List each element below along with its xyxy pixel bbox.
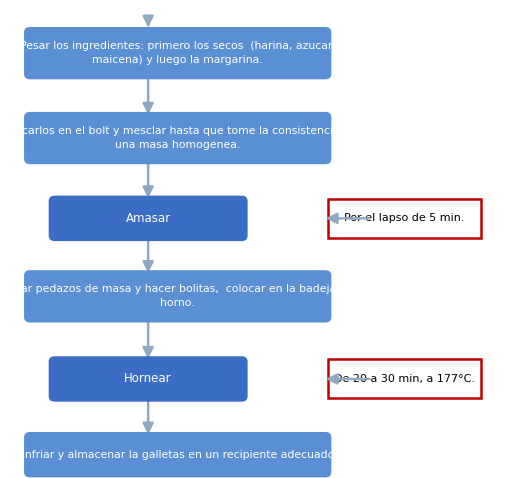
FancyBboxPatch shape (49, 356, 248, 402)
Text: Pesar los ingredientes: primero los secos  (harina, azucar,
maicena) y luego la : Pesar los ingredientes: primero los seco… (20, 41, 336, 65)
Text: Por el lapso de 5 min.: Por el lapso de 5 min. (344, 213, 464, 223)
Text: De 20 a 30 min, a 177°C.: De 20 a 30 min, a 177°C. (334, 374, 475, 384)
FancyBboxPatch shape (24, 27, 331, 79)
Text: Colocarlos en el bolt y mesclar hasta que tome la consistencia de
una masa homog: Colocarlos en el bolt y mesclar hasta qu… (0, 126, 357, 150)
FancyBboxPatch shape (328, 359, 481, 399)
Text: Amasar: Amasar (126, 212, 171, 225)
Text: Hornear: Hornear (124, 372, 172, 385)
Text: Tomar pedazos de masa y hacer bolitas,  colocar en la badeja del
horno.: Tomar pedazos de masa y hacer bolitas, c… (0, 284, 357, 308)
FancyBboxPatch shape (328, 199, 481, 238)
FancyBboxPatch shape (24, 432, 331, 478)
FancyBboxPatch shape (49, 196, 248, 241)
FancyBboxPatch shape (24, 112, 331, 164)
FancyBboxPatch shape (24, 270, 331, 323)
Text: Enfriar y almacenar la galletas en un recipiente adecuado.: Enfriar y almacenar la galletas en un re… (18, 450, 338, 460)
